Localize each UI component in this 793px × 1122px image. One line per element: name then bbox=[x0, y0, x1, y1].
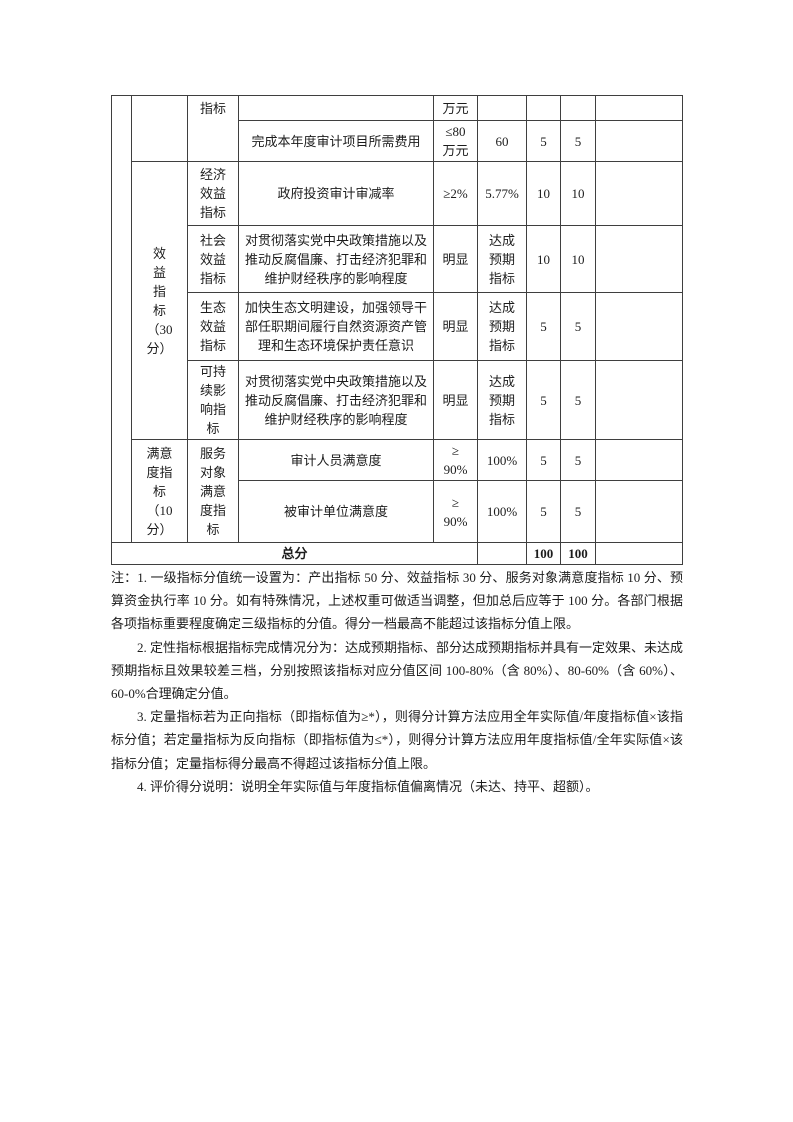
total-actual-cell bbox=[477, 542, 527, 565]
target-value-cell: ≤80 万元 bbox=[433, 120, 478, 162]
score-cell: 5 bbox=[560, 439, 596, 481]
indicator-desc-cell: 完成本年度审计项目所需费用 bbox=[238, 120, 434, 162]
total-row: 总分 100 100 bbox=[111, 542, 683, 565]
actual-value-cell: 达成 预期 指标 bbox=[477, 292, 527, 361]
level2-carryover-cell bbox=[131, 95, 188, 162]
remark-cell bbox=[595, 95, 683, 121]
target-value-cell: ≥ 90% bbox=[433, 439, 478, 481]
score-cell: 10 bbox=[560, 161, 596, 226]
actual-value-cell: 达成 预期 指标 bbox=[477, 360, 527, 440]
indicator-desc-cell: 对贯彻落实党中央政策措施以及推动反腐倡廉、打击经济犯罪和维护财经秩序的影响程度 bbox=[238, 360, 434, 440]
score-cell: 5 bbox=[560, 360, 596, 440]
indicator-desc-cell: 政府投资审计审减率 bbox=[238, 161, 434, 226]
remark-cell bbox=[595, 439, 683, 481]
points-cell: 5 bbox=[526, 480, 561, 543]
target-value-cell: ≥ 90% bbox=[433, 480, 478, 543]
remark-cell bbox=[595, 161, 683, 226]
indicator-desc-cell: 审计人员满意度 bbox=[238, 439, 434, 481]
level3-indicator-cell: 可持 续影 响指 标 bbox=[187, 360, 239, 440]
score-cell bbox=[560, 95, 596, 121]
score-cell: 5 bbox=[560, 480, 596, 543]
target-value-cell: 明显 bbox=[433, 292, 478, 361]
indicator-desc-cell bbox=[238, 95, 434, 121]
actual-value-cell: 5.77% bbox=[477, 161, 527, 226]
level3-indicator-cell: 生态 效益 指标 bbox=[187, 292, 239, 361]
points-cell: 5 bbox=[526, 360, 561, 440]
table-row: 效 益 指 标 （30 分） 经济 效益 指标 政府投资审计审减率 ≥2% 5.… bbox=[112, 161, 683, 440]
indicator-desc-cell: 加快生态文明建设，加强领导干部任职期间履行自然资源资产管理和生态环境保护责任意识 bbox=[238, 292, 434, 361]
table-row: 生态 效益 指标 加快生态文明建设，加强领导干部任职期间履行自然资源资产管理和生… bbox=[112, 292, 683, 361]
level3-indicator-cell: 经济 效益 指标 bbox=[187, 161, 239, 226]
target-value-cell: 明显 bbox=[433, 360, 478, 440]
actual-value-cell bbox=[477, 95, 527, 121]
actual-value-cell: 100% bbox=[477, 480, 527, 543]
table-row: 完成本年度审计项目所需费用 ≤80 万元 60 5 5 bbox=[112, 120, 683, 162]
level2-benefit-group-cell: 效 益 指 标 （30 分） bbox=[131, 161, 188, 440]
note-3: 3. 定量指标若为正向指标（即指标值为≥*），则得分计算方法应用全年实际值/年度… bbox=[111, 709, 683, 771]
total-points-cell: 100 bbox=[526, 542, 561, 565]
remark-cell bbox=[595, 225, 683, 293]
target-value-cell: 万元 bbox=[433, 95, 478, 121]
note-2: 2. 定性指标根据指标完成情况分为：达成预期指标、部分达成预期指标并具有一定效果… bbox=[111, 639, 684, 702]
performance-indicator-table: 指标 万元 完成本年度审计项目所需费用 ≤80 万元 60 5 5 效 益 指 … bbox=[111, 95, 683, 565]
note-1: 注：1. 一级指标分值统一设置为：产出指标 50 分、效益指标 30 分、服务对… bbox=[111, 570, 683, 632]
points-cell bbox=[526, 95, 561, 121]
table-row: 社会 效益 指标 对贯彻落实党中央政策措施以及推动反腐倡廉、打击经济犯罪和维护财… bbox=[112, 225, 683, 293]
total-remark-cell bbox=[595, 542, 683, 565]
remark-cell bbox=[595, 120, 683, 162]
level2-satisfaction-group-cell: 满意 度指 标 （10 分） bbox=[131, 439, 188, 543]
points-cell: 5 bbox=[526, 120, 561, 162]
level3-indicator-cell: 服务 对象 满意 度指 标 bbox=[187, 439, 239, 543]
notes-section: 注：1. 一级指标分值统一设置为：产出指标 50 分、效益指标 30 分、服务对… bbox=[111, 566, 683, 798]
actual-value-cell: 60 bbox=[477, 120, 527, 162]
indicator-desc-cell: 对贯彻落实党中央政策措施以及推动反腐倡廉、打击经济犯罪和维护财经秩序的影响程度 bbox=[238, 225, 434, 293]
level3-indicator-cell: 指标 bbox=[187, 95, 239, 162]
actual-value-cell: 达成 预期 指标 bbox=[477, 225, 527, 293]
points-cell: 5 bbox=[526, 292, 561, 361]
points-cell: 10 bbox=[526, 161, 561, 226]
table-row: 满意 度指 标 （10 分） 服务 对象 满意 度指 标 审计人员满意度 ≥ 9… bbox=[112, 439, 683, 543]
table-row: 指标 万元 bbox=[111, 95, 683, 543]
points-cell: 10 bbox=[526, 225, 561, 293]
level3-indicator-cell: 社会 效益 指标 bbox=[187, 225, 239, 293]
remark-cell bbox=[595, 360, 683, 440]
score-cell: 5 bbox=[560, 292, 596, 361]
remark-cell bbox=[595, 480, 683, 543]
score-cell: 5 bbox=[560, 120, 596, 162]
target-value-cell: 明显 bbox=[433, 225, 478, 293]
table-row: 被审计单位满意度 ≥ 90% 100% 5 5 bbox=[112, 480, 683, 543]
indicator-desc-cell: 被审计单位满意度 bbox=[238, 480, 434, 543]
score-cell: 10 bbox=[560, 225, 596, 293]
total-score-cell: 100 bbox=[560, 542, 596, 565]
target-value-cell: ≥2% bbox=[433, 161, 478, 226]
points-cell: 5 bbox=[526, 439, 561, 481]
total-label-cell: 总分 bbox=[111, 542, 478, 565]
table-row: 可持 续影 响指 标 对贯彻落实党中央政策措施以及推动反腐倡廉、打击经济犯罪和维… bbox=[112, 360, 683, 440]
note-4: 4. 评价得分说明：说明全年实际值与年度指标值偏离情况（未达、持平、超额）。 bbox=[137, 778, 599, 794]
level1-stub-cell bbox=[111, 95, 132, 543]
remark-cell bbox=[595, 292, 683, 361]
actual-value-cell: 100% bbox=[477, 439, 527, 481]
